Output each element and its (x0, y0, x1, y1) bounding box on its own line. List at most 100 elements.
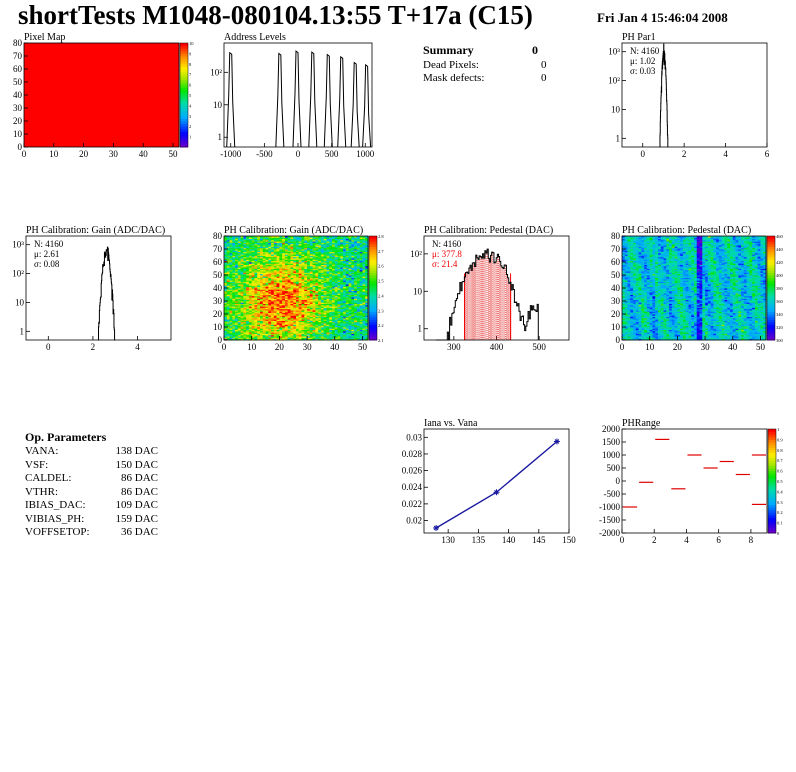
heatmap-cell (312, 304, 316, 307)
heatmap-cell (630, 271, 634, 273)
heatmap-cell (351, 243, 355, 246)
y-tick-label: 40 (213, 283, 223, 293)
heatmap-cell (354, 336, 358, 338)
heatmap-cell (246, 269, 250, 272)
heatmap-cell (624, 303, 628, 306)
heatmap-cell (354, 271, 358, 273)
heatmap-cell (290, 294, 294, 297)
heatmap-cell (260, 255, 264, 258)
heatmap-cell (243, 297, 247, 299)
heatmap-cell (251, 285, 255, 288)
heatmap-cell (235, 254, 239, 256)
heatmap-cell (340, 310, 344, 312)
heatmap-cell (232, 269, 236, 272)
heatmap-cell (243, 289, 247, 291)
heatmap-cell (334, 306, 338, 308)
heatmap-cell (627, 301, 631, 303)
heatmap-cell (257, 242, 261, 245)
heatmap-cell (337, 288, 341, 290)
heatmap-cell (320, 238, 325, 241)
heatmap-cell (235, 302, 239, 304)
heatmap-cell (235, 298, 239, 301)
heatmap-cell (320, 328, 325, 330)
y-tick-label: 70 (13, 51, 23, 61)
heatmap-cell (290, 243, 294, 246)
heatmap-cell (312, 241, 316, 243)
heatmap-cell (312, 295, 316, 298)
heatmap-cell (638, 321, 642, 324)
heatmap-cell (329, 301, 333, 303)
heatmap-cell (630, 308, 634, 311)
heatmap-cell (320, 334, 325, 337)
heatmap-cell (309, 286, 314, 289)
heatmap-cell (309, 329, 314, 332)
heatmap-cell (232, 310, 236, 312)
heatmap-cell (296, 255, 300, 258)
heatmap-cell (243, 321, 247, 324)
heatmap-cell (235, 307, 239, 310)
heatmap-cell (354, 281, 358, 284)
heatmap-cell (282, 246, 286, 249)
heatmap-cell (276, 320, 280, 323)
heatmap-cell (309, 330, 314, 333)
heatmap-cell (273, 278, 278, 281)
heatmap-cell (301, 306, 305, 308)
heatmap-cell (340, 245, 344, 247)
heatmap-cell (273, 297, 278, 299)
heatmap-cell (351, 282, 355, 285)
colorbar-cell (180, 110, 188, 114)
heatmap-cell (312, 255, 316, 258)
heatmap-cell (343, 276, 347, 278)
heatmap-cell (268, 328, 272, 330)
heatmap-cell (334, 260, 338, 263)
colorbar-cell (369, 251, 377, 255)
heatmap-cell (635, 328, 640, 330)
heatmap-cell (296, 273, 300, 276)
heatmap-cell (354, 332, 358, 334)
heatmap-cell (359, 290, 363, 293)
heatmap-cell (251, 303, 255, 306)
heatmap-cell (254, 288, 258, 290)
heatmap-cell (320, 333, 325, 336)
colorbar-cell (180, 128, 188, 132)
heatmap-cell (282, 315, 286, 317)
heatmap-cell (229, 291, 233, 294)
heatmap-cell (273, 324, 278, 327)
heatmap-cell (630, 306, 634, 308)
heatmap-cell (348, 280, 352, 282)
heatmap-cell (356, 278, 361, 281)
heatmap-cell (273, 271, 278, 273)
heatmap-cell (627, 246, 631, 249)
heatmap-cell (226, 308, 230, 311)
heatmap-cell (627, 250, 631, 252)
heatmap-cell (318, 284, 322, 286)
heatmap-cell (624, 304, 628, 307)
heatmap-cell (282, 319, 286, 321)
heatmap-cell (248, 303, 253, 306)
heatmap-cell (307, 236, 311, 238)
heatmap-cell (354, 259, 358, 262)
heatmap-cell (279, 277, 283, 280)
heatmap-cell (362, 308, 366, 311)
heatmap-cell (248, 289, 253, 291)
heatmap-cell (260, 332, 264, 334)
heatmap-cell (226, 275, 230, 277)
heatmap-cell (312, 327, 316, 329)
heatmap-cell (638, 316, 642, 319)
heatmap-cell (262, 317, 266, 320)
heatmap-cell (359, 265, 363, 268)
heatmap-cell (237, 317, 242, 320)
heatmap-cell (296, 288, 300, 290)
heatmap-cell (257, 276, 261, 278)
heatmap-cell (627, 294, 631, 297)
heatmap-cell (262, 250, 266, 252)
heatmap-cell (630, 245, 634, 247)
heatmap-cell (293, 297, 297, 299)
heatmap-cell (265, 306, 269, 308)
heatmap-cell (307, 275, 311, 277)
heatmap-cell (630, 250, 634, 252)
heatmap-cell (340, 285, 344, 288)
heatmap-cell (635, 241, 640, 243)
heatmap-cell (356, 262, 361, 264)
heatmap-cell (237, 250, 242, 252)
